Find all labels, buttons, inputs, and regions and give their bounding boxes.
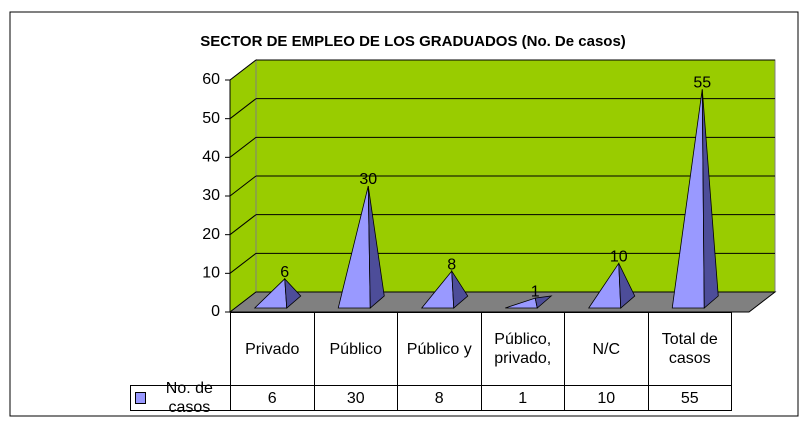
category-cell: Público y: [397, 312, 482, 386]
pyramid-side: [284, 277, 302, 309]
grid-line: [229, 214, 257, 236]
value-cell: 6: [230, 385, 315, 411]
y-tick-label: 30: [202, 187, 220, 204]
legend-label: No. de casos: [165, 380, 213, 416]
grid-line: [229, 252, 257, 274]
data-label: 8: [447, 256, 456, 273]
pyramid-side: [451, 269, 469, 309]
pyramid: [671, 89, 719, 309]
y-tick-label: 10: [202, 265, 220, 282]
y-tick-label: 50: [202, 110, 220, 127]
value-cell: 55: [647, 385, 732, 411]
pyramid: [505, 295, 553, 309]
pyramid: [337, 185, 385, 309]
y-tick-label: 40: [202, 149, 220, 166]
category-cell: Privado: [230, 312, 315, 386]
category-cell: Público, privado,: [480, 312, 565, 386]
pyramid-side: [367, 185, 385, 309]
grid-line: [229, 98, 257, 120]
value-cell: 8: [397, 385, 482, 411]
legend-swatch: [135, 392, 146, 404]
pyramid: [420, 269, 469, 309]
data-label: 30: [359, 171, 377, 188]
category-cell: N/C: [564, 312, 649, 386]
category-cell: Público: [313, 312, 398, 386]
pyramid-side: [618, 263, 636, 309]
grid-line: [229, 175, 257, 197]
value-cell: 10: [564, 385, 649, 411]
pyramid-side: [534, 295, 553, 309]
value-cell: 1: [480, 385, 565, 411]
pyramid: [253, 277, 302, 309]
data-label: 55: [693, 75, 711, 92]
grid-line: [229, 59, 257, 81]
pyramid-side: [701, 89, 719, 309]
category-cell: Total de casos: [647, 312, 732, 386]
grid-line: [229, 136, 257, 158]
data-label: 10: [610, 249, 628, 266]
legend-cell: No. de casos: [130, 380, 231, 416]
y-tick-label: 60: [202, 71, 220, 88]
value-cell: 30: [313, 385, 398, 411]
chart-title: SECTOR DE EMPLEO DE LOS GRADUADOS (No. D…: [200, 33, 626, 50]
pyramid: [587, 262, 636, 309]
data-label: 6: [280, 264, 289, 281]
y-tick-label: 0: [211, 303, 220, 320]
y-tick-label: 20: [202, 226, 220, 243]
data-label: 1: [531, 283, 540, 300]
